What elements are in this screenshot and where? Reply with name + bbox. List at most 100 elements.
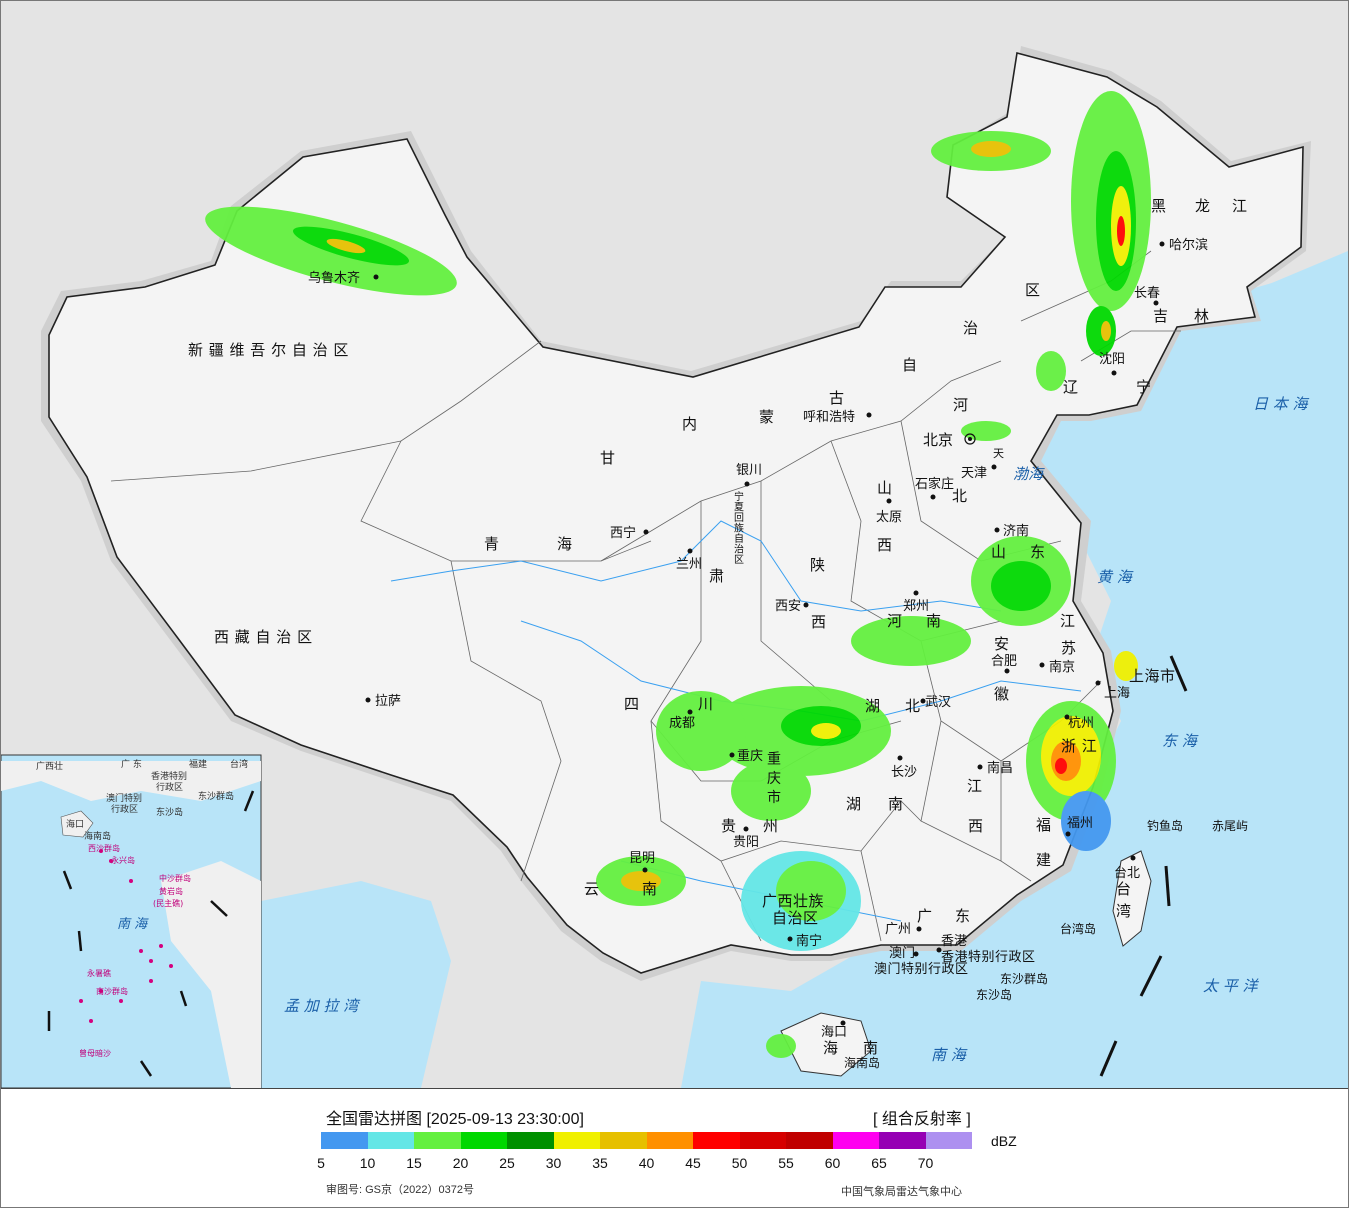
inset-nansha: 南沙群岛 <box>96 986 128 996</box>
scale-swatch <box>600 1132 647 1149</box>
inset-south-china-sea <box>1 754 262 1088</box>
label-hlj-a: 黑 <box>1151 197 1167 215</box>
city-fuzhou: 福州 <box>1067 816 1093 831</box>
sea-bohai: 渤海 <box>1013 465 1045 483</box>
city-urumqi: 乌鲁木齐 <box>308 270 360 286</box>
scale-swatch <box>925 1132 972 1149</box>
scale-swatch <box>786 1132 833 1149</box>
scale-tick-label: 60 <box>824 1155 841 1171</box>
color-scale <box>321 1132 972 1149</box>
scale-swatch <box>879 1132 926 1149</box>
city-chengdu: 成都 <box>669 716 695 731</box>
label-anhui-b: 徽 <box>994 685 1010 703</box>
inset-nanhai: 南 海 <box>117 917 149 932</box>
agency-credit: 中国气象局雷达气象中心 <box>841 1186 962 1198</box>
scale-swatch <box>367 1132 414 1149</box>
label-hainan-b: 南 <box>863 1039 879 1057</box>
city-nanning: 南宁 <box>796 933 822 949</box>
city-xian: 西安 <box>775 599 801 614</box>
city-xining: 西宁 <box>610 525 636 541</box>
city-guiyang: 贵阳 <box>733 835 759 850</box>
island-diaoyu: 钓鱼岛 <box>1147 818 1183 833</box>
label-hk: 香港特别行政区 <box>941 950 1036 965</box>
inset-huangyan: 黄岩岛 <box>159 886 183 896</box>
label-hebei-b: 北 <box>952 487 968 505</box>
scale-swatch <box>321 1132 368 1149</box>
scale-tick-label: 25 <box>499 1155 515 1171</box>
island-labels: 钓鱼岛 赤尾屿 台湾岛 东沙群岛 东沙岛 海南岛 <box>844 818 1248 1070</box>
city-labels: 乌鲁木齐 拉萨 西宁 兰州 银川 呼和浩特 北京 天津 石家庄 太原 西安 郑州… <box>308 237 1208 1040</box>
label-fujian-b: 建 <box>1036 851 1052 869</box>
label-hubei-b: 北 <box>905 697 921 715</box>
scale-tick-label: 35 <box>592 1155 608 1171</box>
scale-swatch <box>646 1132 693 1149</box>
scale-tick-label: 5 <box>317 1155 325 1171</box>
label-nmg-b: 蒙 <box>759 408 775 426</box>
inset-yongshu: 永暑礁 <box>87 968 111 978</box>
bay-of-bengal <box>261 881 451 1088</box>
ocean <box>681 261 1348 1088</box>
label-guangdong-b: 东 <box>955 907 971 925</box>
taiwan-island <box>1112 850 1152 947</box>
label-jiangxi-a: 江 <box>967 777 983 795</box>
legend-panel: 全国雷达拼图 [2025-09-13 23:30:00] [ 组合反射率 ] d… <box>1 1089 1348 1207</box>
label-henan-b: 南 <box>926 612 942 630</box>
label-hunan-b: 南 <box>888 795 904 813</box>
scale-swatch <box>739 1132 786 1149</box>
label-henan-a: 河 <box>887 612 903 630</box>
city-zhengzhou: 郑州 <box>903 599 929 614</box>
label-hlj-b: 龙 <box>1195 197 1211 215</box>
city-guangzhou: 广州 <box>885 922 911 937</box>
label-guangxi-b: 自治区 <box>772 909 819 927</box>
sea-nanhai: 南 海 <box>931 1046 968 1064</box>
label-yunnan-a: 云 <box>584 880 600 898</box>
city-macau: 澳门 <box>889 945 915 961</box>
city-harbin: 哈尔滨 <box>1169 237 1208 253</box>
label-liaoning-a: 辽 <box>1063 378 1079 396</box>
label-nmg-a: 内 <box>682 415 698 433</box>
label-jilin-b: 林 <box>1194 307 1210 325</box>
island-hainan: 海南岛 <box>844 1055 880 1070</box>
label-nmg-e: 治 <box>963 319 979 337</box>
city-haikou: 海口 <box>821 1025 847 1040</box>
city-hongkong: 香港 <box>941 934 967 949</box>
scale-tick-label: 55 <box>778 1155 794 1171</box>
inset-macau: 澳门特别 <box>106 792 142 804</box>
scale-tick-label: 15 <box>406 1155 422 1171</box>
label-tianjin: 天 <box>993 447 1005 460</box>
label-jiangsu-b: 苏 <box>1061 639 1077 657</box>
city-jinan: 济南 <box>1003 523 1029 539</box>
scale-swatch <box>414 1132 461 1149</box>
city-beijing: 北京 <box>923 431 953 449</box>
city-chongqing: 重庆 <box>737 748 763 764</box>
label-macau: 澳门特别行政区 <box>874 961 969 977</box>
approval-number: 审图号: GS京（2022）0372号 <box>326 1184 474 1196</box>
label-hunan-a: 湖 <box>846 795 862 813</box>
scale-swatch <box>507 1132 554 1149</box>
label-xizang: 西 藏 自 治 区 <box>214 628 313 646</box>
scale-tick-label: 45 <box>685 1155 701 1171</box>
label-shandong-a: 山 <box>991 543 1007 561</box>
city-kunming: 昆明 <box>629 851 655 866</box>
label-xinjiang: 新 疆 维 吾 尔 自 治 区 <box>188 341 349 359</box>
inset-xisha: 西沙群岛 <box>88 843 120 853</box>
city-hangzhou: 杭州 <box>1068 716 1094 731</box>
label-nmg-f: 区 <box>1025 281 1041 299</box>
inset-hk: 香港特别 <box>151 770 187 782</box>
label-qinghai-a: 青 <box>484 535 500 553</box>
inset-yongxing: 永兴岛 <box>111 855 135 865</box>
radar-echoes <box>205 91 1151 1058</box>
radar-map[interactable]: 新 疆 维 吾 尔 自 治 区 西 藏 自 治 区 青 海 甘 肃 内 蒙 古 … <box>1 1 1348 1089</box>
city-shenyang: 沈阳 <box>1099 352 1125 367</box>
city-changchun: 长春 <box>1134 286 1160 301</box>
label-jilin-a: 吉 <box>1153 307 1169 325</box>
inset-haikou: 海口 <box>66 818 84 830</box>
label-shanghai: 上海市 <box>1129 667 1176 685</box>
legend-title: 全国雷达拼图 [2025-09-13 23:30:00] <box>326 1111 584 1128</box>
label-shaanxi-a: 陕 <box>810 556 826 574</box>
label-nmg-c: 古 <box>829 389 845 407</box>
label-hainan-a: 海 <box>823 1039 839 1057</box>
inset-zhongsha: 中沙群岛 <box>159 873 191 883</box>
label-hebei-a: 河 <box>953 396 969 414</box>
label-jiangxi-b: 西 <box>968 817 984 835</box>
